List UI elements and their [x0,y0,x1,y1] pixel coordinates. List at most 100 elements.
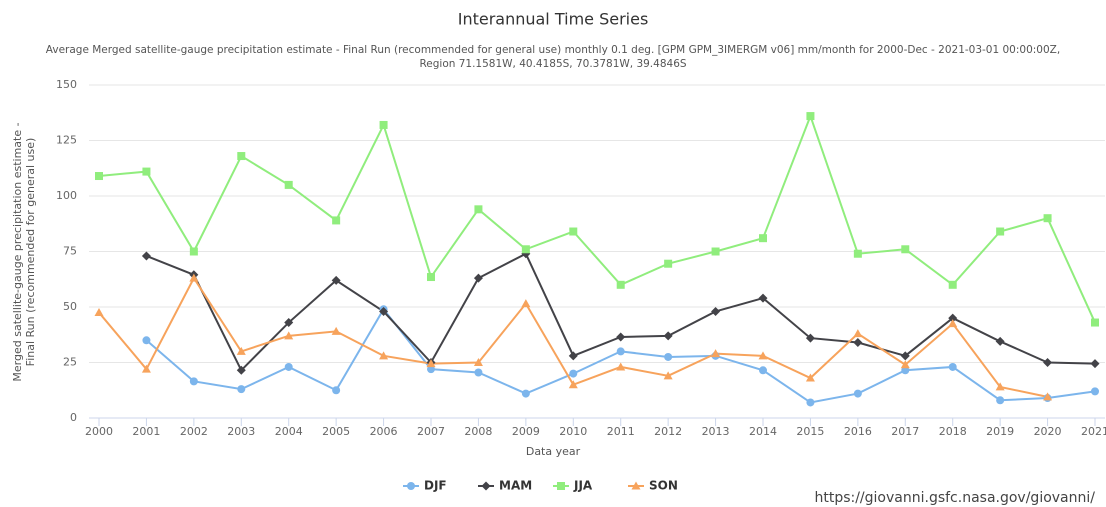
y-tick-label: 25 [63,356,77,369]
legend-item: SON [628,479,678,493]
marker [426,359,436,368]
marker [189,273,199,282]
marker [663,371,673,380]
subtitle: Average Merged satellite-gauge precipita… [46,44,1060,56]
x-tick-label: 2013 [702,425,730,438]
marker [237,152,246,161]
marker [284,318,294,328]
legend-item: MAM [478,479,532,493]
marker [616,362,626,371]
marker [995,336,1005,346]
marker [427,273,435,282]
legend-item: JJA [553,479,593,493]
marker [568,380,578,389]
x-tick-label: 2015 [796,425,824,438]
marker [473,273,483,283]
marker [332,386,341,395]
marker [1043,392,1053,401]
legend-label: JJA [573,479,593,493]
marker [1091,318,1099,327]
series-line [98,113,1096,323]
x-tick-label: 2004 [275,425,303,438]
marker [332,216,341,225]
marker [996,396,1005,405]
marker [948,280,957,289]
marker [664,259,673,268]
marker [331,326,341,335]
y-axis-label: Merged satellite-gauge precipitation est… [11,122,24,381]
marker [664,352,673,361]
marker [1043,358,1053,367]
marker [427,365,435,374]
x-tick-label: 2000 [85,425,113,438]
marker [948,319,958,328]
legend-item: DJF [403,479,447,493]
marker [1043,214,1052,223]
marker [853,249,862,258]
marker [900,360,910,369]
marker [568,351,578,361]
x-tick-label: 2017 [891,425,919,438]
marker [331,275,341,285]
marker [379,351,389,360]
marker [557,482,565,490]
chart-title: Interannual Time Series [458,10,649,29]
marker [521,389,530,398]
marker [901,366,910,375]
marker [663,331,673,341]
marker [142,336,151,345]
marker [379,306,389,316]
marker [521,245,530,254]
marker [141,364,151,373]
x-tick-label: 2010 [559,425,587,438]
y-tick-label: 100 [56,189,77,202]
marker [806,112,815,121]
marker [481,481,491,491]
marker [616,332,626,342]
marker [759,366,767,375]
marker [616,280,625,289]
x-tick-label: 2021 [1081,425,1106,438]
x-tick-label: 2016 [844,425,872,438]
x-tick-label: 2002 [180,425,208,438]
marker [996,227,1005,236]
x-tick-label: 2006 [370,425,398,438]
marker [901,245,910,254]
marker [236,346,246,355]
marker [711,349,721,358]
marker [474,205,483,214]
legend-label: MAM [499,479,532,493]
marker [236,365,246,375]
marker [1090,359,1100,369]
marker [853,389,862,398]
marker [631,481,641,490]
marker [995,382,1005,391]
x-tick-label: 2007 [417,425,445,438]
marker [758,293,768,303]
marker [237,385,246,394]
y-tick-label: 50 [63,300,77,313]
x-axis-label: Data year [526,445,581,458]
marker [94,308,104,317]
marker [95,172,103,181]
marker [948,362,957,371]
y-axis-label: Final Run (recommended for general use) [24,138,37,367]
y-tick-label: 125 [56,134,77,147]
marker [806,398,815,407]
marker [407,482,415,490]
x-tick-label: 2012 [654,425,682,438]
marker [521,299,531,308]
legend-label: SON [649,479,678,493]
x-tick-label: 2005 [322,425,350,438]
marker [189,377,198,386]
marker [474,368,483,377]
marker [569,227,578,236]
x-tick-label: 2009 [512,425,540,438]
marker [711,306,721,316]
marker [284,331,294,340]
y-tick-label: 75 [63,245,77,258]
series-line [98,276,1048,398]
y-tick-label: 150 [56,78,77,91]
marker [758,351,768,360]
